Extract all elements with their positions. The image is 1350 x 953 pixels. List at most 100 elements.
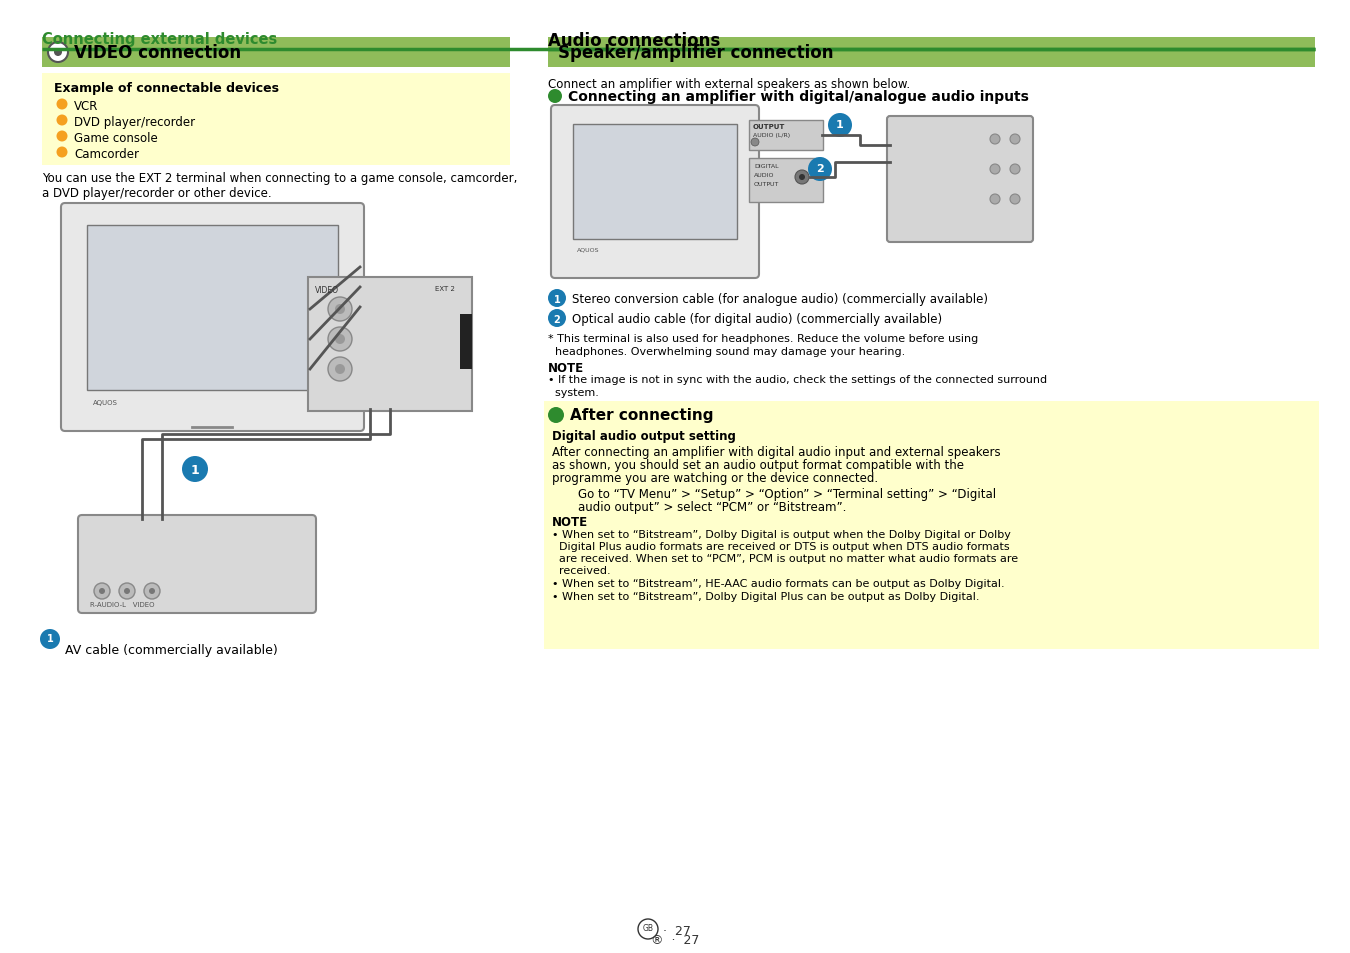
Text: VIDEO: VIDEO [315, 286, 339, 294]
Circle shape [328, 357, 352, 381]
Circle shape [54, 49, 62, 57]
Text: DVD player/recorder: DVD player/recorder [74, 116, 196, 129]
Text: R-AUDIO-L   VIDEO: R-AUDIO-L VIDEO [90, 601, 154, 607]
Circle shape [990, 194, 1000, 205]
Text: NOTE: NOTE [552, 516, 589, 529]
Circle shape [119, 583, 135, 599]
Text: 1: 1 [836, 120, 844, 130]
Circle shape [99, 588, 105, 595]
Circle shape [49, 43, 68, 63]
Circle shape [148, 588, 155, 595]
Circle shape [548, 90, 562, 104]
Text: 1: 1 [190, 463, 200, 476]
Text: VCR: VCR [74, 100, 99, 112]
Circle shape [57, 115, 68, 127]
Circle shape [548, 310, 566, 328]
Circle shape [990, 135, 1000, 145]
Text: Connect an amplifier with external speakers as shown below.: Connect an amplifier with external speak… [548, 78, 910, 91]
FancyBboxPatch shape [308, 277, 472, 412]
Text: 2: 2 [554, 314, 560, 325]
Circle shape [990, 165, 1000, 174]
Circle shape [751, 139, 759, 147]
Circle shape [182, 456, 208, 482]
Text: AUDIO (L/R): AUDIO (L/R) [753, 132, 790, 138]
Text: received.: received. [552, 565, 610, 576]
Text: are received. When set to “PCM”, PCM is output no matter what audio formats are: are received. When set to “PCM”, PCM is … [552, 554, 1018, 563]
Text: programme you are watching or the device connected.: programme you are watching or the device… [552, 472, 878, 484]
Text: DIGITAL: DIGITAL [755, 164, 779, 169]
Text: Camcorder: Camcorder [74, 148, 139, 161]
Text: headphones. Overwhelming sound may damage your hearing.: headphones. Overwhelming sound may damag… [548, 347, 906, 356]
Circle shape [328, 297, 352, 322]
Text: AQUOS: AQUOS [576, 247, 599, 252]
Text: * This terminal is also used for headphones. Reduce the volume before using: * This terminal is also used for headpho… [548, 334, 979, 344]
FancyBboxPatch shape [749, 121, 824, 151]
FancyBboxPatch shape [544, 401, 1319, 649]
Text: Example of connectable devices: Example of connectable devices [54, 82, 279, 95]
Circle shape [95, 583, 109, 599]
Circle shape [144, 583, 161, 599]
Text: VIDEO connection: VIDEO connection [74, 44, 242, 62]
Text: • When set to “Bitstream”, Dolby Digital is output when the Dolby Digital or Dol: • When set to “Bitstream”, Dolby Digital… [552, 530, 1011, 539]
Text: • When set to “Bitstream”, HE-AAC audio formats can be output as Dolby Digital.: • When set to “Bitstream”, HE-AAC audio … [552, 578, 1004, 588]
Text: OUTPUT: OUTPUT [755, 182, 779, 187]
Circle shape [809, 158, 832, 182]
Text: Game console: Game console [74, 132, 158, 145]
Text: Connecting an amplifier with digital/analogue audio inputs: Connecting an amplifier with digital/ana… [568, 90, 1029, 104]
Circle shape [795, 171, 809, 185]
Circle shape [57, 99, 68, 111]
Circle shape [335, 335, 346, 345]
Text: Stereo conversion cable (for analogue audio) (commercially available): Stereo conversion cable (for analogue au… [572, 293, 988, 306]
Text: Digital audio output setting: Digital audio output setting [552, 430, 736, 442]
Text: EXT 2: EXT 2 [435, 286, 455, 292]
Text: Connecting external devices: Connecting external devices [42, 32, 277, 47]
FancyBboxPatch shape [42, 38, 510, 68]
Text: Speaker/amplifier connection: Speaker/amplifier connection [558, 44, 833, 62]
FancyBboxPatch shape [86, 226, 338, 391]
FancyBboxPatch shape [42, 74, 510, 166]
Text: a DVD player/recorder or other device.: a DVD player/recorder or other device. [42, 187, 271, 200]
Circle shape [799, 174, 805, 181]
Text: Go to “TV Menu” > “Setup” > “Option” > “Terminal setting” > “Digital: Go to “TV Menu” > “Setup” > “Option” > “… [578, 488, 996, 500]
Text: ®  ·  27: ® · 27 [651, 933, 699, 946]
FancyBboxPatch shape [78, 516, 316, 614]
Circle shape [1010, 165, 1021, 174]
FancyBboxPatch shape [61, 204, 365, 432]
Text: AUDIO: AUDIO [755, 172, 775, 178]
Text: Audio connections: Audio connections [548, 32, 721, 50]
Circle shape [828, 113, 852, 138]
Text: • When set to “Bitstream”, Dolby Digital Plus can be output as Dolby Digital.: • When set to “Bitstream”, Dolby Digital… [552, 592, 980, 601]
Text: system.: system. [548, 388, 599, 397]
Text: 2: 2 [817, 164, 824, 173]
FancyBboxPatch shape [551, 106, 759, 278]
Text: NOTE: NOTE [548, 361, 585, 375]
Text: GB: GB [643, 923, 653, 932]
FancyBboxPatch shape [749, 159, 824, 203]
Text: audio output” > select “PCM” or “Bitstream”.: audio output” > select “PCM” or “Bitstre… [578, 500, 846, 514]
Text: AV cable (commercially available): AV cable (commercially available) [65, 643, 278, 657]
Text: Digital Plus audio formats are received or DTS is output when DTS audio formats: Digital Plus audio formats are received … [552, 541, 1010, 552]
Circle shape [335, 305, 346, 314]
Circle shape [57, 132, 68, 142]
Circle shape [124, 588, 130, 595]
Text: ·  27: · 27 [663, 924, 691, 937]
Text: as shown, you should set an audio output format compatible with the: as shown, you should set an audio output… [552, 458, 964, 472]
Circle shape [57, 148, 68, 158]
Circle shape [328, 328, 352, 352]
Circle shape [548, 408, 564, 423]
Text: 1: 1 [47, 634, 54, 643]
Text: Optical audio cable (for digital audio) (commercially available): Optical audio cable (for digital audio) … [572, 313, 942, 326]
Text: You can use the EXT 2 terminal when connecting to a game console, camcorder,: You can use the EXT 2 terminal when conn… [42, 172, 517, 185]
Circle shape [1010, 194, 1021, 205]
FancyBboxPatch shape [572, 125, 737, 240]
Text: AQUOS: AQUOS [93, 399, 117, 406]
FancyBboxPatch shape [887, 117, 1033, 243]
Circle shape [548, 290, 566, 308]
Text: OUTPUT: OUTPUT [753, 124, 786, 130]
Circle shape [1010, 135, 1021, 145]
Text: After connecting: After connecting [570, 408, 714, 422]
FancyBboxPatch shape [460, 314, 472, 370]
FancyBboxPatch shape [548, 38, 1315, 68]
Circle shape [40, 629, 59, 649]
Text: 1: 1 [554, 294, 560, 305]
